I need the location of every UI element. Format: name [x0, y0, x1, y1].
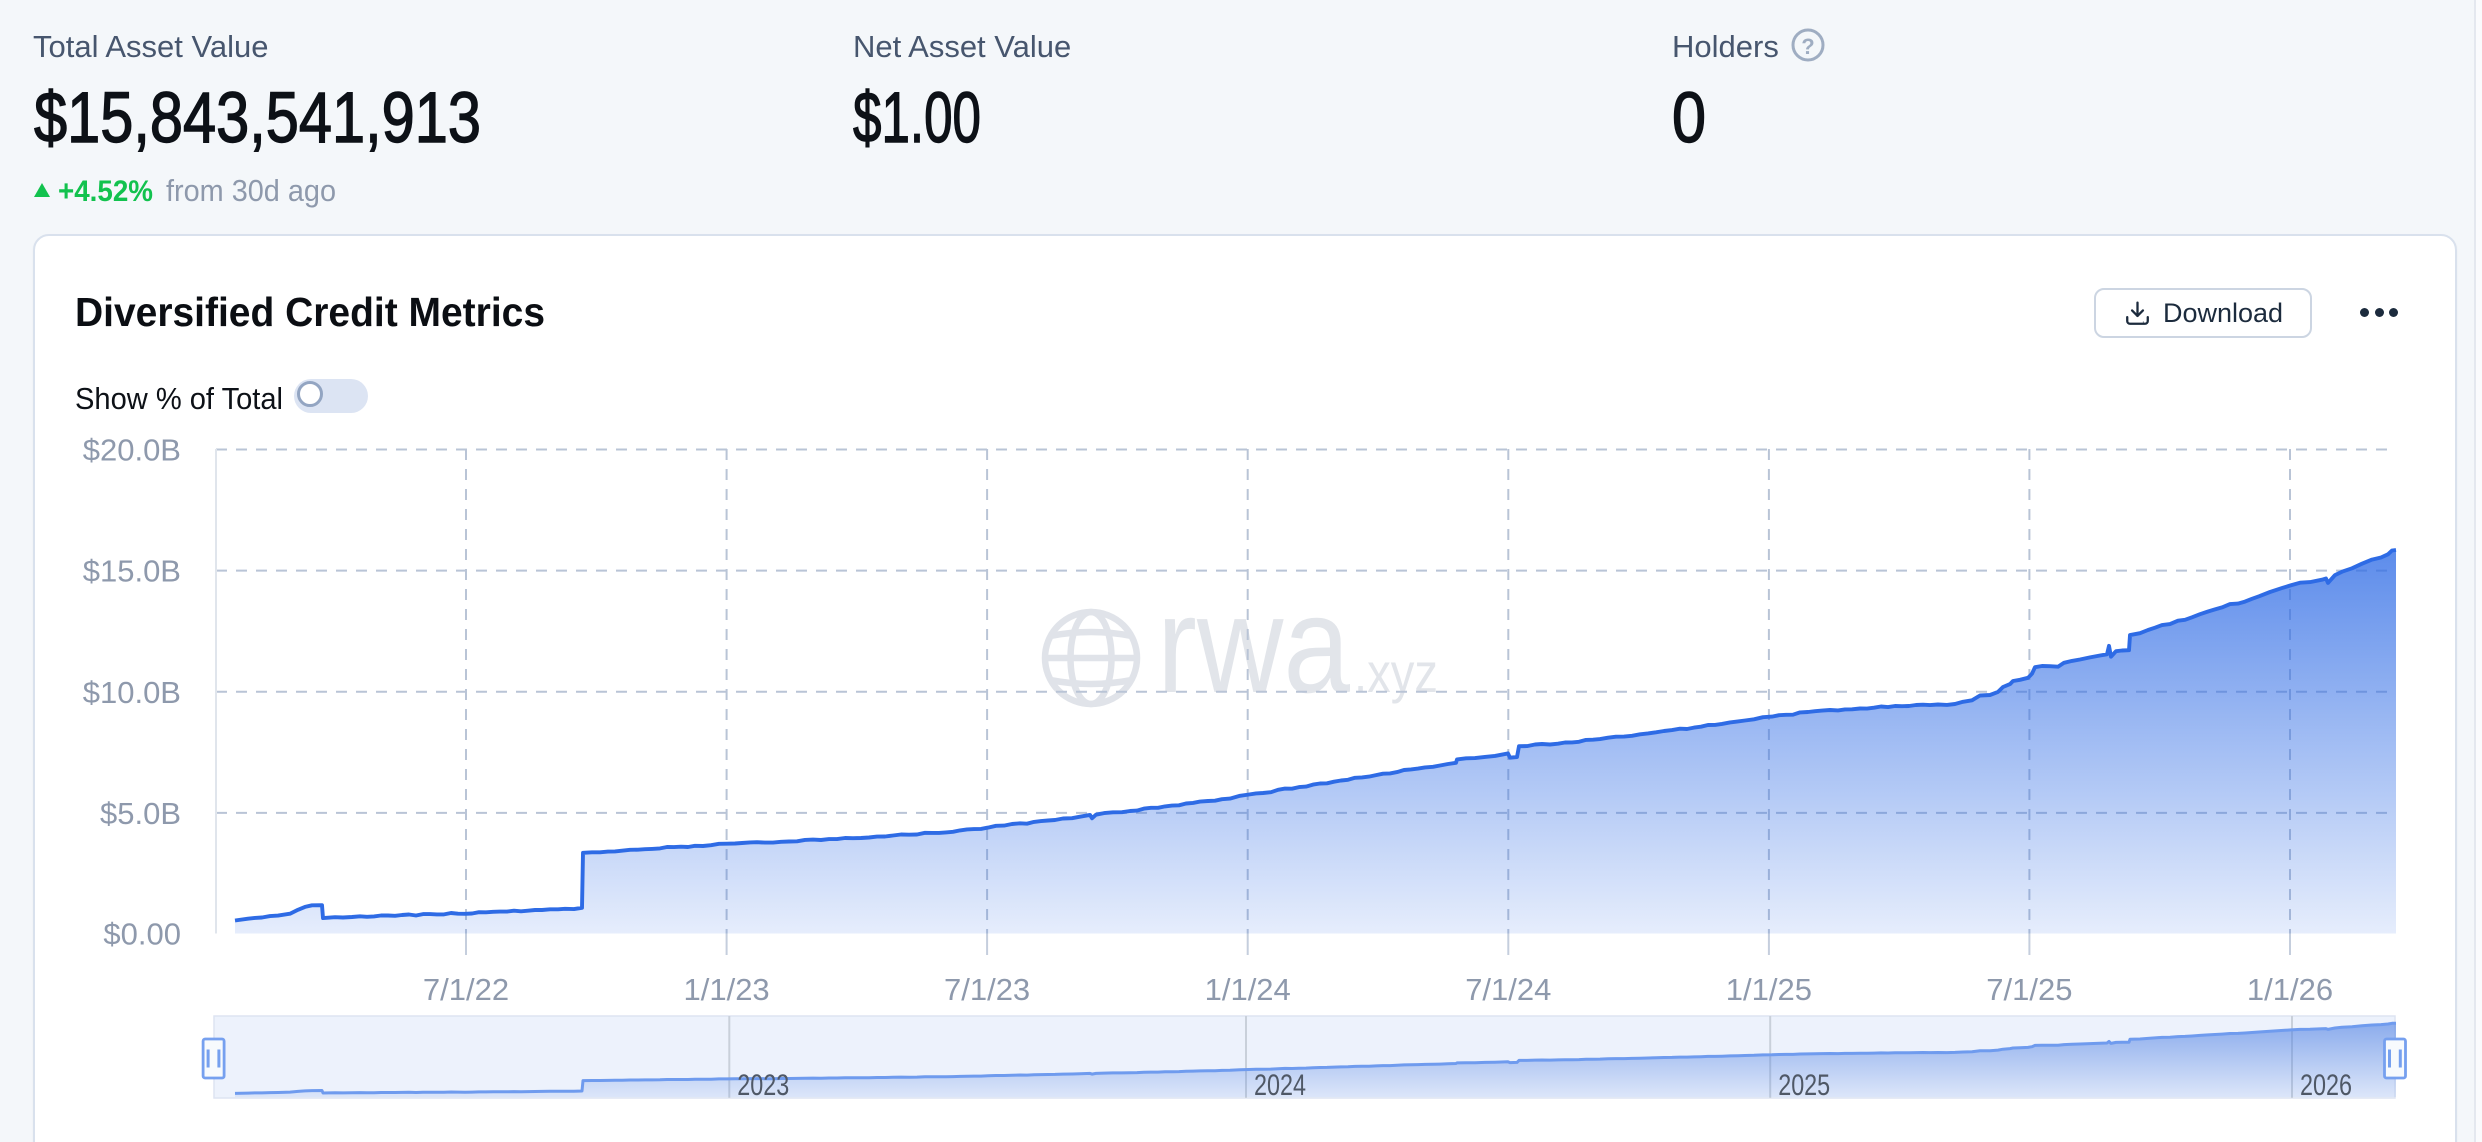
svg-text:7/1/23: 7/1/23 — [944, 972, 1030, 1007]
svg-text:Show % of Total: Show % of Total — [75, 381, 283, 416]
svg-text:$20.0B: $20.0B — [83, 433, 181, 468]
svg-text:1/1/23: 1/1/23 — [683, 972, 769, 1007]
svg-text:.xyz: .xyz — [1354, 641, 1438, 704]
svg-text:$5.0B: $5.0B — [100, 796, 181, 831]
svg-text:rwa: rwa — [1157, 568, 1350, 722]
svg-text:2025: 2025 — [1778, 1069, 1830, 1102]
svg-text:+4.52%: +4.52% — [58, 175, 153, 208]
svg-text:$1.00: $1.00 — [853, 79, 981, 158]
svg-text:$10.0B: $10.0B — [83, 675, 181, 710]
svg-text:?: ? — [1801, 34, 1814, 59]
svg-text:$15,843,541,913: $15,843,541,913 — [34, 79, 481, 158]
svg-text:0: 0 — [1672, 79, 1706, 158]
svg-text:7/1/25: 7/1/25 — [1986, 972, 2072, 1007]
svg-text:$0.00: $0.00 — [103, 917, 181, 952]
svg-text:1/1/25: 1/1/25 — [1726, 972, 1812, 1007]
svg-text:2023: 2023 — [737, 1069, 789, 1102]
svg-text:7/1/24: 7/1/24 — [1465, 972, 1551, 1007]
svg-text:1/1/24: 1/1/24 — [1205, 972, 1291, 1007]
svg-text:1/1/26: 1/1/26 — [2247, 972, 2333, 1007]
svg-text:Diversified Credit Metrics: Diversified Credit Metrics — [75, 289, 545, 335]
svg-text:2026: 2026 — [2300, 1069, 2352, 1102]
svg-text:$15.0B: $15.0B — [83, 554, 181, 589]
svg-text:from 30d ago: from 30d ago — [166, 173, 336, 208]
svg-text:7/1/22: 7/1/22 — [423, 972, 509, 1007]
svg-text:2024: 2024 — [1254, 1069, 1306, 1102]
